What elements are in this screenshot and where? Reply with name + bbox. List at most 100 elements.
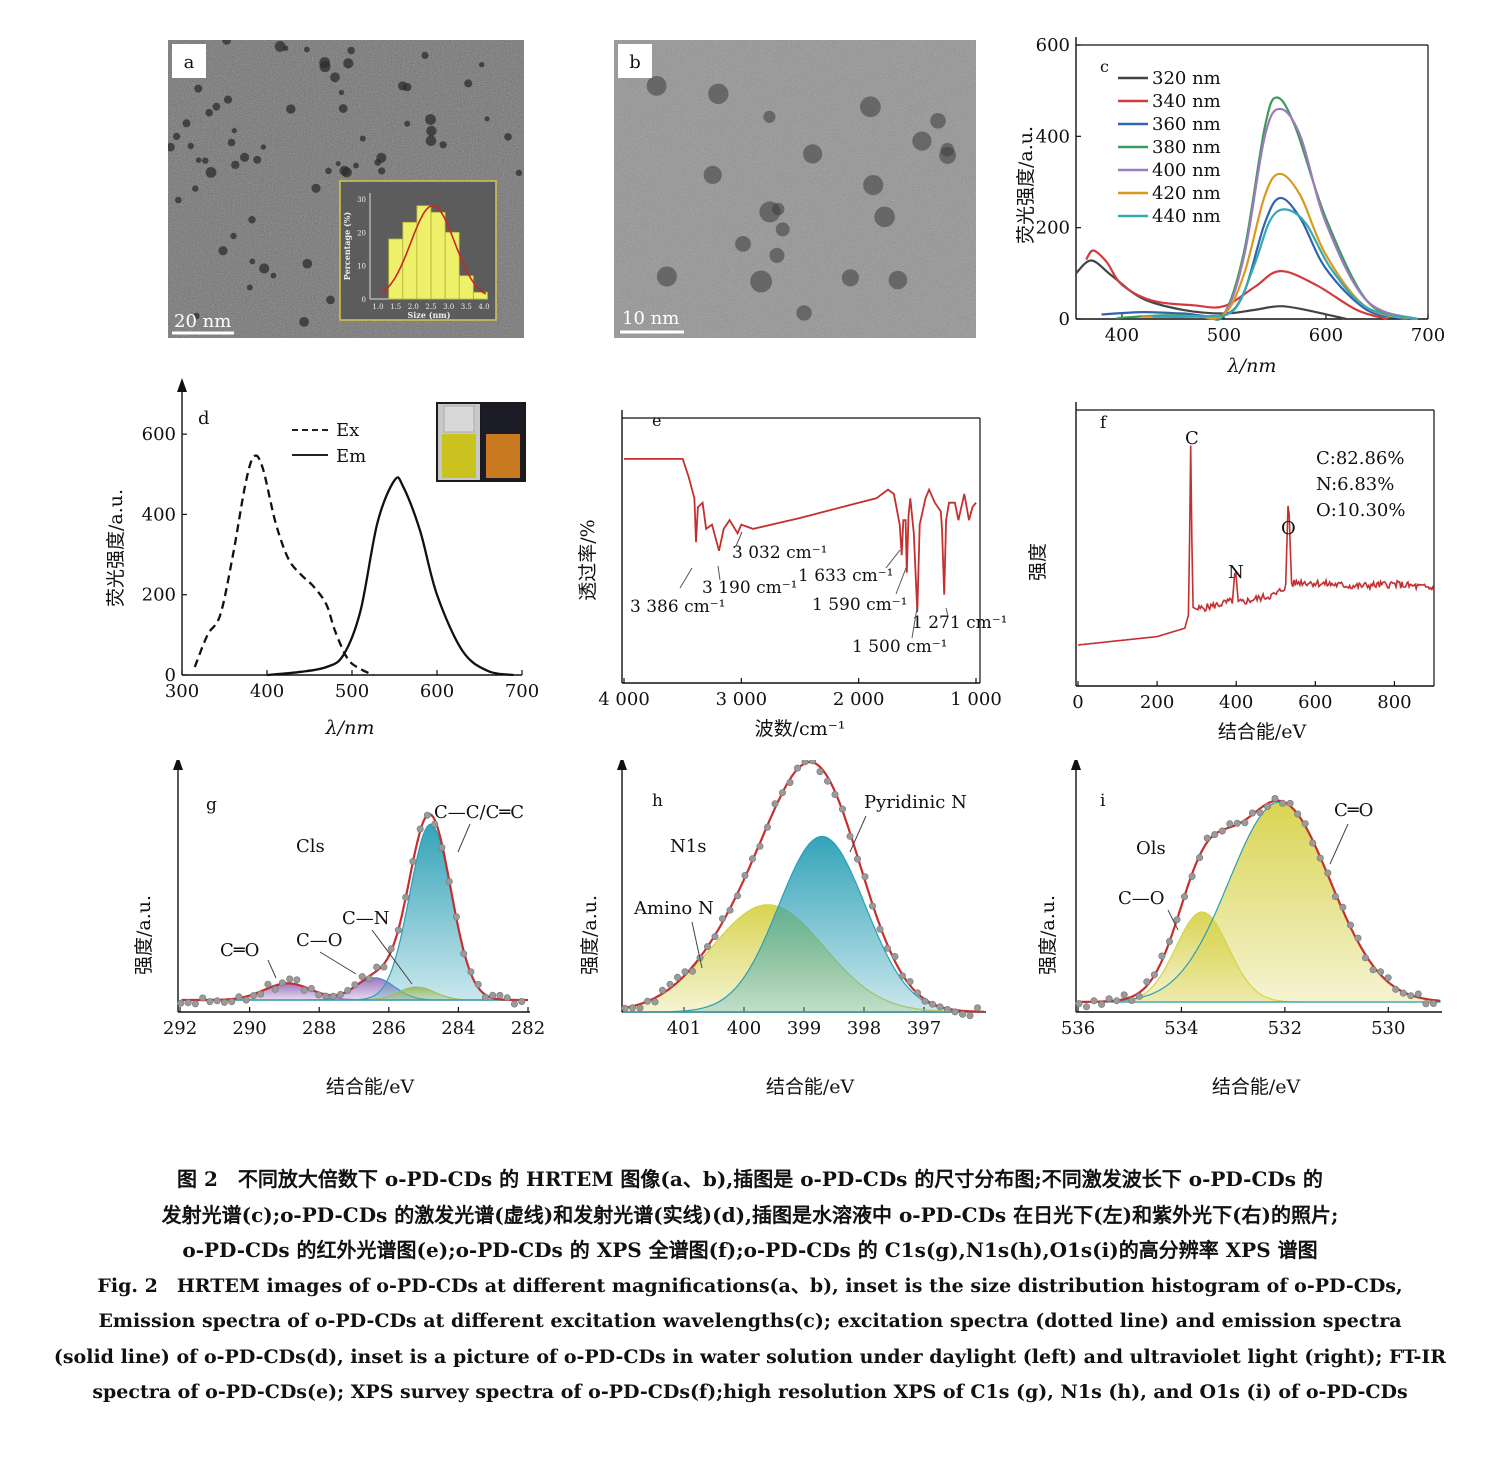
- nanoparticle: [304, 46, 310, 53]
- raw-data-point: [823, 777, 831, 785]
- y-tick-label: 600: [142, 424, 176, 445]
- nanoparticle: [735, 236, 751, 252]
- nanoparticle: [803, 144, 823, 164]
- gaussian-fit-curve: [381, 204, 487, 295]
- legend-label-ex: Ex: [336, 420, 359, 441]
- nanoparticle: [335, 161, 341, 167]
- annotation-1633: 1 633 cm⁻¹: [798, 566, 894, 586]
- nanoparticle: [656, 266, 677, 287]
- nanoparticle: [249, 258, 256, 265]
- nanoparticle: [484, 116, 490, 122]
- raw-data-point: [689, 967, 697, 975]
- nanoparticle: [205, 108, 213, 117]
- inset-y-tick-label: 20: [357, 229, 366, 237]
- raw-data-point: [387, 945, 395, 953]
- inset-x-tick-label: 1.0: [372, 303, 383, 311]
- nanoparticle: [775, 222, 790, 237]
- raw-data-point: [249, 992, 257, 1000]
- raw-data-point: [1196, 854, 1204, 862]
- y-tick-label: 400: [142, 504, 176, 525]
- composition-o: O:10.30%: [1316, 500, 1405, 521]
- composition-c: C:82.86%: [1316, 448, 1404, 469]
- uv-vial: [486, 434, 520, 478]
- raw-data-point: [373, 963, 381, 971]
- nanoparticle: [425, 114, 436, 125]
- nanoparticle: [205, 167, 217, 178]
- nanoparticle: [274, 41, 286, 52]
- x-tick-label: 200: [1140, 692, 1174, 713]
- raw-data-point: [951, 1008, 959, 1016]
- raw-data-point: [1429, 1000, 1437, 1008]
- x-tick-label: 500: [1207, 325, 1241, 346]
- nanoparticle: [796, 305, 812, 321]
- emission-curve-320nm: [1075, 259, 1347, 321]
- raw-data-point: [1309, 839, 1317, 847]
- histogram-bar: [473, 291, 488, 300]
- raw-data-point: [416, 825, 424, 833]
- raw-data-point: [191, 1000, 199, 1008]
- inset-x-tick-label: 3.0: [443, 303, 454, 311]
- raw-data-point: [496, 991, 504, 999]
- caption-zh-line: 发射光谱(c);o-PD-CDs 的激发光谱(虚线)和发射光谱(实线)(d),插…: [161, 1202, 1339, 1227]
- raw-data-point: [898, 972, 906, 980]
- nanoparticle: [353, 162, 359, 169]
- y-axis-arrow: [177, 378, 187, 392]
- x-tick-label: 400: [727, 1018, 761, 1039]
- x-tick-label: 400: [1105, 325, 1139, 346]
- x-tick-label: 288: [302, 1018, 336, 1039]
- x-axis-label: 结合能/eV: [1218, 721, 1307, 743]
- raw-data-point: [1339, 903, 1347, 911]
- raw-data-point: [271, 985, 279, 993]
- x-tick-label: 292: [163, 1018, 197, 1039]
- raw-data-point: [409, 858, 417, 866]
- raw-data-point: [300, 986, 308, 994]
- panel-label-i: i: [1100, 791, 1106, 811]
- nanoparticle: [860, 96, 881, 118]
- spectrum-title: Ols: [1136, 838, 1166, 859]
- raw-data-point: [481, 993, 489, 1001]
- raw-data-point: [1158, 952, 1166, 960]
- raw-data-point: [1392, 985, 1400, 993]
- caption-en-line: spectra of o-PD-CDs(e); XPS survey spect…: [92, 1381, 1408, 1403]
- spectrum-title: N1s: [670, 836, 706, 857]
- inset-y-tick-label: 0: [362, 296, 366, 304]
- raw-data-point: [764, 823, 772, 831]
- y-tick-label: 200: [142, 585, 176, 606]
- inset-y-axis-label: Percentage (%): [342, 212, 352, 281]
- x-tick-label: 400: [1219, 692, 1253, 713]
- raw-data-point: [431, 820, 439, 828]
- x-axis-label: 结合能/eV: [326, 1076, 415, 1098]
- panel-a: a 20 nm 1.0 1.5 2.0 2.5 3.0 3.5 4.0 0 10 20 30 Size…: [168, 40, 524, 338]
- nanoparticle: [504, 133, 512, 141]
- raw-data-point: [394, 926, 402, 934]
- y-axis-label: 强度/a.u.: [1037, 895, 1059, 975]
- nanoparticle: [222, 40, 231, 45]
- raw-data-point: [651, 998, 659, 1006]
- component-label-c-o: C—O: [296, 930, 343, 951]
- raw-data-point: [1248, 809, 1256, 817]
- raw-data-point: [794, 764, 802, 772]
- raw-data-point: [438, 844, 446, 852]
- x-tick-label: 400: [250, 681, 284, 702]
- y-axis-arrow: [1071, 760, 1081, 770]
- raw-data-point: [846, 832, 854, 840]
- x-tick-label: 397: [907, 1018, 941, 1039]
- label-leader-line: [267, 959, 277, 979]
- nanoparticle: [231, 128, 237, 134]
- x-tick-label: 0: [1072, 692, 1083, 713]
- nanoparticle: [240, 152, 250, 162]
- nanoparticle: [311, 183, 321, 193]
- annotation-1271: 1 271 cm⁻¹: [912, 613, 1008, 633]
- raw-data-point: [1188, 872, 1196, 880]
- raw-data-point: [1369, 966, 1377, 974]
- raw-data-point: [1286, 799, 1294, 807]
- label-leader-line: [691, 921, 703, 969]
- raw-data-point: [315, 991, 323, 999]
- nanoparticle: [230, 232, 237, 240]
- x-tick-label: 300: [165, 681, 199, 702]
- nanoparticles: [168, 40, 523, 327]
- nanoparticle: [223, 95, 233, 104]
- y-axis-label: 荧光强度/a.u.: [105, 489, 127, 607]
- nanoparticle: [319, 57, 331, 68]
